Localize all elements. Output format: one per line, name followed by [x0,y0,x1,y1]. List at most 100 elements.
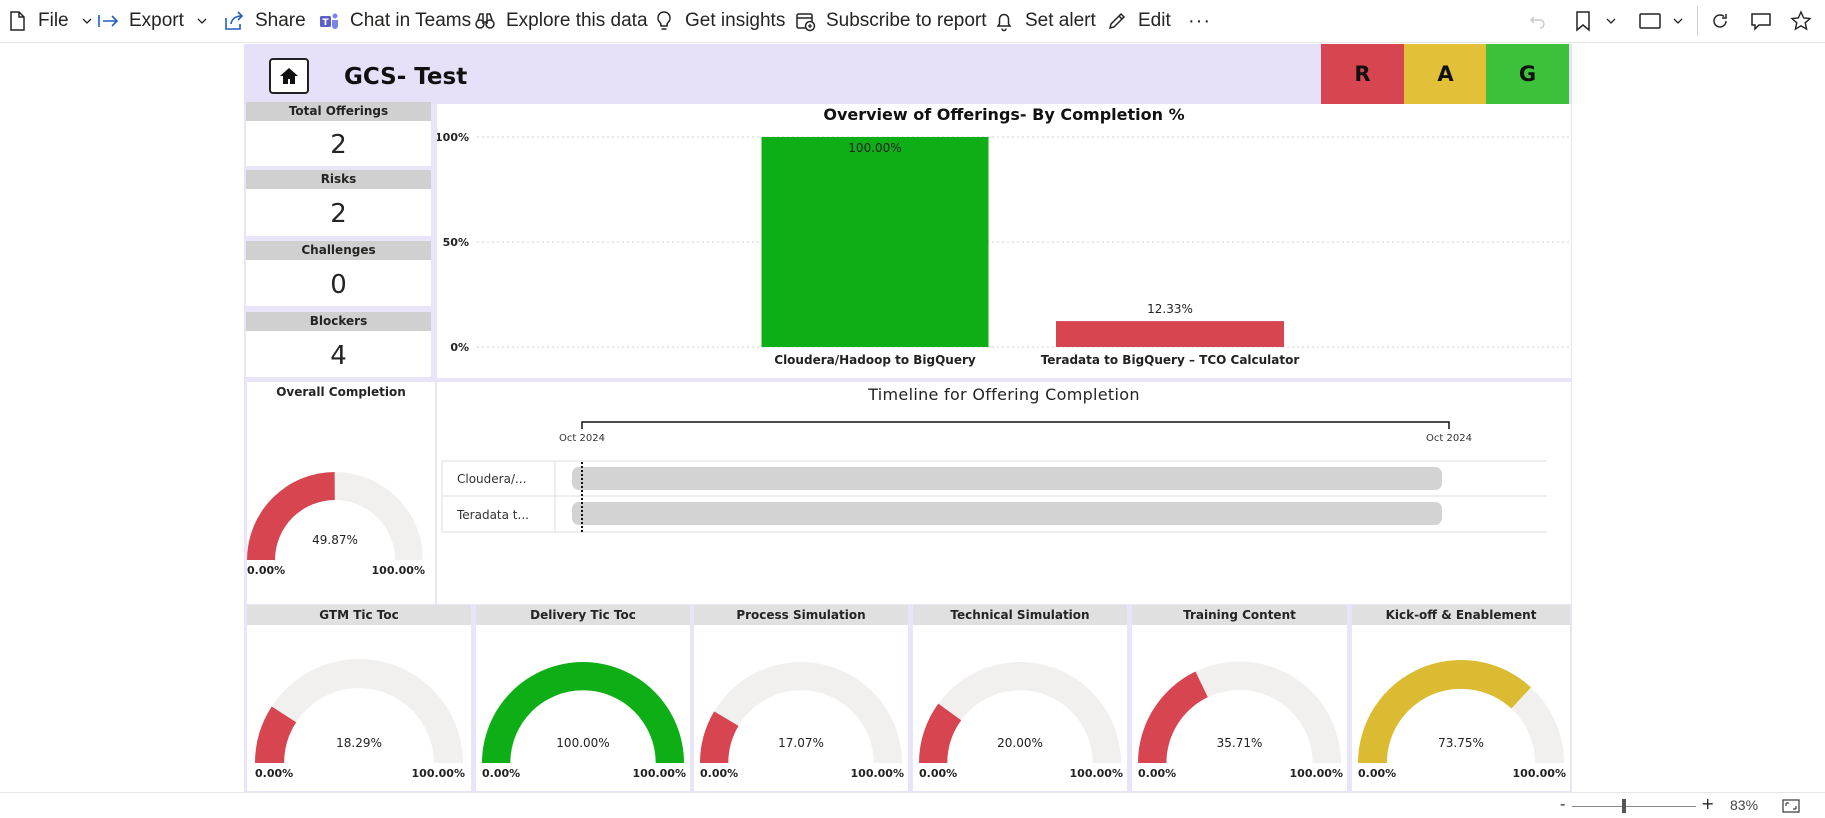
gauge-title: GTM Tic Toc [247,605,471,625]
subscribe-label: Subscribe to report [826,10,987,31]
y-tick-label: 100% [437,131,469,144]
gauge-chart: 100.00% 0.00% 100.00% [482,662,686,780]
bar-chart: Overview of Offerings- By Completion % 1… [435,105,1571,367]
gauge-chart: 73.75% 0.00% 100.00% [1358,660,1566,780]
zoom-out-button[interactable]: - [1560,795,1566,813]
chevron-down-icon [82,18,92,24]
chevron-down-icon [197,18,207,24]
bar[interactable] [1056,321,1284,347]
gauge-panel-delivery-tic-toc[interactable]: Delivery Tic Toc 100.00% 0.00% 100.00% [476,605,690,791]
gauge-fill [247,472,335,560]
bar-chart-panel[interactable]: Overview of Offerings- By Completion % 1… [435,104,1571,378]
kpi-value: 0 [330,269,347,300]
chat-in-teams-button[interactable]: T Chat in Teams [318,0,471,42]
view-icon [1639,13,1661,29]
kpi-card-risks[interactable]: Risks 2 [246,170,431,236]
kpi-card-total-offerings[interactable]: Total Offerings 2 [246,102,431,166]
zoom-in-button[interactable]: + [1701,794,1715,813]
gauge-fill [1138,671,1208,763]
kpi-value: 4 [330,340,347,371]
file-label: File [38,10,69,31]
kpi-card-blockers[interactable]: Blockers 4 [246,312,431,377]
edit-button[interactable]: Edit [1106,0,1171,42]
fit-to-page-icon[interactable] [1782,798,1800,814]
gauge-fill [255,706,297,763]
gauge-track [255,659,463,763]
binoculars-icon [475,13,495,29]
timeline-row[interactable]: Cloudera/... [457,467,1442,490]
view-button[interactable] [1638,0,1684,42]
edit-label: Edit [1138,10,1171,31]
gauge-fill [919,703,962,763]
gauge-min-label: 0.00% [1138,767,1176,780]
gauge-title: Process Simulation [694,605,908,625]
gauge-value-label: 17.07% [778,736,824,750]
gauge-min-label: 0.00% [1358,767,1396,780]
undo-button[interactable] [1528,0,1548,42]
refresh-button[interactable] [1710,0,1730,42]
gauge-panel-gtm-tic-toc[interactable]: GTM Tic Toc 18.29% 0.00% 100.00% [247,605,471,791]
subscribe-icon [796,13,816,32]
share-label: Share [255,10,306,31]
file-icon [10,11,25,31]
set-alert-button[interactable]: Set alert [993,0,1096,42]
chart-title: Overview of Offerings- By Completion % [823,105,1184,124]
timeline-row-label: Teradata t... [456,508,529,522]
home-icon [280,68,298,84]
gauge-panel-technical-simulation[interactable]: Technical Simulation 20.00% 0.00% 100.00% [913,605,1127,791]
kpi-label: Risks [246,170,431,189]
category-label: Teradata to BigQuery – TCO Calculator [1041,353,1300,367]
star-icon [1790,10,1812,31]
timeline-bar [572,502,1442,525]
timeline-bar [572,467,1442,490]
export-menu[interactable]: Export [97,0,208,42]
gauge-max-label: 100.00% [412,767,465,780]
bookmark-button[interactable] [1573,0,1617,42]
gauge-panel-training-content[interactable]: Training Content 35.71% 0.00% 100.00% [1132,605,1347,791]
report-title: GCS- Test [344,64,468,90]
export-icon [98,15,119,27]
explore-data-button[interactable]: Explore this data [474,0,648,42]
file-menu[interactable]: File [6,0,93,42]
overall-completion-panel[interactable]: Overall Completion 49.87% 0.00% 100.00% [247,382,435,604]
timeline-title: Timeline for Offering Completion [868,385,1140,404]
gauge-title: Delivery Tic Toc [476,605,690,625]
alert-label: Set alert [1025,10,1096,31]
zoom-slider-track[interactable] [1572,806,1696,807]
gauge-panel-kick-off-enablement[interactable]: Kick-off & Enablement 73.75% 0.00% 100.00% [1352,605,1570,791]
home-button[interactable] [269,58,309,94]
gauge-value-label: 49.87% [312,533,358,547]
gauge-title: Kick-off & Enablement [1352,605,1570,625]
rag-green: G [1486,44,1569,104]
kpi-label: Total Offerings [246,102,431,121]
bell-icon [996,13,1012,32]
subscribe-button[interactable]: Subscribe to report [794,0,987,42]
comments-button[interactable] [1750,0,1772,42]
favorite-button[interactable] [1790,0,1812,42]
gauge-fill [700,711,739,763]
chat-label: Chat in Teams [350,10,472,31]
share-button[interactable]: Share [223,0,306,42]
timeline-panel[interactable]: Timeline for Offering Completion Oct 202… [437,382,1571,604]
data-label: 12.33% [1147,302,1193,316]
gauge-panel-process-simulation[interactable]: Process Simulation 17.07% 0.00% 100.00% [694,605,908,791]
zoom-slider-thumb[interactable] [1622,799,1627,813]
toolbar-divider [1697,6,1698,36]
category-label: Cloudera/Hadoop to BigQuery [774,353,976,367]
kpi-label: Blockers [246,312,431,331]
gauge-max-label: 100.00% [1290,767,1343,780]
overall-gauge: 49.87% 0.00% 100.00% [247,472,425,577]
status-bar: - + 83% [0,792,1825,818]
gauge-max-label: 100.00% [851,767,904,780]
gauge-value-label: 100.00% [556,736,609,750]
gauge-min-label: 0.00% [919,767,957,780]
gauge-min-label: 0.00% [255,767,293,780]
get-insights-button[interactable]: Get insights [653,0,785,42]
bar[interactable] [761,137,989,347]
more-options-button[interactable]: ··· [1188,9,1211,32]
data-label: 100.00% [848,141,901,155]
chevron-down-icon [1673,18,1683,24]
timeline-row[interactable]: Teradata t... [456,502,1442,525]
kpi-card-challenges[interactable]: Challenges 0 [246,241,431,306]
gauge-min-label: 0.00% [482,767,520,780]
